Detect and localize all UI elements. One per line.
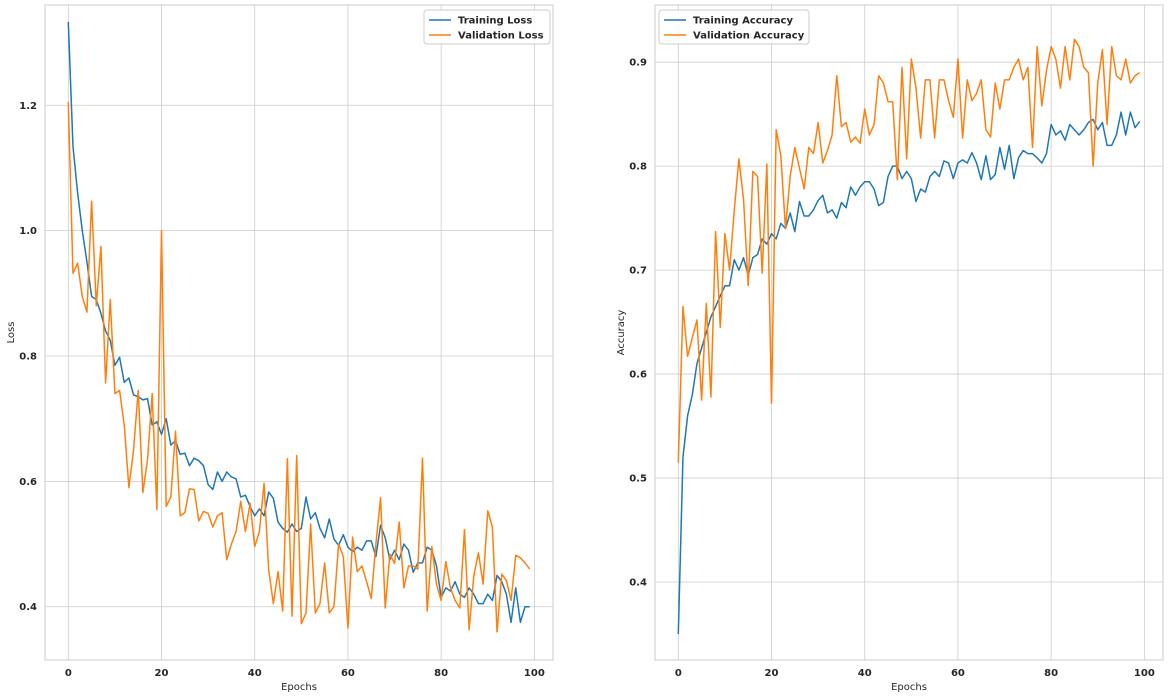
series-line-1 [67,102,531,633]
y-tick-label: 1.0 [19,226,37,237]
x-tick-label: 60 [951,668,965,679]
legend-label: Validation Accuracy [693,31,805,42]
y-tick-label: 1.2 [19,101,37,112]
y-tick-label: 0.5 [629,474,647,485]
x-tick-label: 40 [248,668,262,679]
x-tick-label: 0 [65,668,72,679]
y-tick-label: 0.8 [19,352,37,363]
x-tick-label: 60 [341,668,355,679]
y-axis-label: Loss [6,322,17,344]
series-line-0 [677,111,1141,635]
x-tick-label: 100 [1134,668,1155,679]
y-tick-label: 0.9 [629,58,647,69]
x-tick-label: 0 [675,668,682,679]
x-tick-label: 20 [765,668,779,679]
y-tick-label: 0.4 [629,578,647,589]
x-tick-label: 20 [155,668,169,679]
plot-frame [654,4,1164,661]
x-axis-label: Epochs [891,682,927,693]
y-tick-label: 0.6 [19,477,37,488]
x-axis-label: Epochs [281,682,317,693]
y-tick-label: 0.6 [629,370,647,381]
legend-label: Training Loss [458,16,532,27]
loss-chart: 0 20 40 60 80 100 0.4 0.6 0.8 1.0 1.2 Epochs Loss Tra… [6,4,554,693]
x-tick-label: 80 [1044,668,1058,679]
y-tick-label: 0.7 [629,266,647,277]
y-axis-label: Accuracy [616,310,627,356]
x-tick-label: 40 [858,668,872,679]
legend: Training Accuracy Validation Accuracy [658,9,810,45]
x-tick-label: 100 [524,668,545,679]
plot-frame [44,4,554,661]
y-tick-label: 0.8 [629,162,647,173]
legend-label: Training Accuracy [693,16,793,27]
legend-box [658,9,810,45]
y-tick-label: 0.4 [19,602,37,613]
series-line-1 [677,38,1141,463]
x-tick-label: 80 [434,668,448,679]
legend-label: Validation Loss [458,31,544,42]
legend-box [423,9,551,45]
legend: Training Loss Validation Loss [423,9,551,45]
accuracy-chart: 0 20 40 60 80 100 0.4 0.5 0.6 0.7 0.8 0.9 Epochs Accu… [616,4,1164,693]
